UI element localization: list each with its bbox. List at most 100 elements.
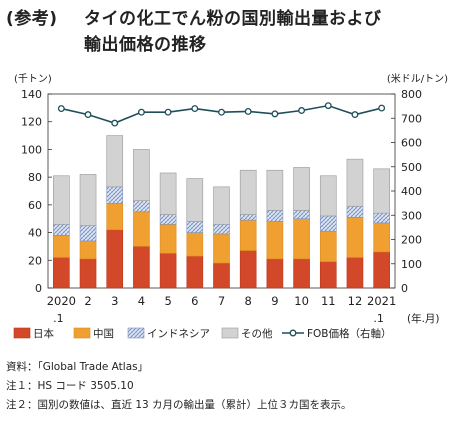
bar-segment-other bbox=[53, 175, 70, 225]
bar-segment-other bbox=[133, 149, 150, 202]
bar-segment-japan bbox=[79, 258, 97, 289]
bar-segment-china bbox=[159, 223, 177, 254]
bar-segment-indonesia bbox=[266, 210, 284, 222]
bar-segment-japan bbox=[239, 250, 257, 289]
bar-segment-indonesia bbox=[159, 214, 177, 225]
fob-price-point bbox=[191, 105, 199, 112]
x-tick-label: 11 bbox=[321, 294, 336, 308]
bar-segment-china bbox=[373, 222, 390, 253]
bar-segment-japan bbox=[373, 251, 390, 289]
x-tick-label: 12 bbox=[348, 294, 363, 308]
bar-segment-other bbox=[79, 174, 97, 226]
y2-tick-label: 100 bbox=[401, 258, 422, 271]
bar-segment-indonesia bbox=[373, 212, 390, 224]
bar-segment-other bbox=[319, 175, 337, 217]
note-1: 注１：HS コード 3505.10 bbox=[6, 380, 134, 392]
x-tick-label: 2 bbox=[84, 294, 91, 308]
bar-segment-other bbox=[373, 168, 390, 214]
y-tick-label: 20 bbox=[28, 254, 42, 267]
y2-tick-label: 400 bbox=[401, 185, 422, 198]
bar-segment-other bbox=[239, 169, 257, 215]
x-tick-label: 9 bbox=[271, 294, 278, 308]
x-tick-label: 7 bbox=[218, 294, 225, 308]
x-tick-label: 8 bbox=[245, 294, 252, 308]
fob-price-point bbox=[84, 111, 92, 119]
fob-price-point bbox=[244, 108, 252, 115]
y2-tick-label: 0 bbox=[401, 282, 408, 295]
bar-segment-indonesia bbox=[133, 200, 150, 213]
fob-price-point bbox=[378, 104, 386, 112]
fob-price-point bbox=[271, 110, 279, 118]
bar-segment-other bbox=[213, 186, 230, 225]
bar-segment-china bbox=[239, 219, 257, 251]
bar-segment-japan bbox=[213, 262, 230, 289]
x-tick-label: 10 bbox=[294, 294, 309, 308]
legend-other-swatch bbox=[221, 327, 239, 339]
fob-price-point bbox=[137, 108, 145, 116]
title-line-1: タイの化工でん粉の国別輸出量および bbox=[84, 9, 382, 29]
x-axis-unit: (年.月) bbox=[407, 312, 440, 325]
bar-segment-japan bbox=[53, 257, 70, 289]
bar-segment-china bbox=[266, 221, 284, 260]
source-note: 資料：「Global Trade Atlas」 bbox=[6, 361, 149, 373]
bar-segment-japan bbox=[319, 261, 337, 289]
fob-price-point bbox=[164, 108, 172, 116]
note-2: 注２：国別の数値は、直近 13 カ月の輸出量（累計）上位３カ国を表示。 bbox=[6, 399, 352, 411]
bar-segment-other bbox=[346, 158, 364, 207]
y2-tick-label: 800 bbox=[401, 88, 422, 101]
y2-tick-label: 200 bbox=[401, 234, 422, 247]
legend-china-swatch bbox=[73, 327, 91, 339]
legend-japan-swatch bbox=[13, 327, 31, 339]
bar-segment-japan bbox=[159, 253, 177, 289]
y-tick-label: 100 bbox=[21, 143, 42, 156]
y-tick-label: 80 bbox=[28, 171, 42, 184]
bar-segment-china bbox=[346, 217, 364, 258]
bar-segment-china bbox=[79, 240, 97, 260]
bar-segment-indonesia bbox=[79, 225, 97, 242]
y2-tick-label: 600 bbox=[401, 137, 422, 150]
chart-title: (参考) タイの化工でん粉の国別輸出量および 輸出価格の推移 bbox=[6, 6, 382, 58]
bar-segment-japan bbox=[133, 246, 150, 289]
bar-segment-indonesia bbox=[239, 214, 257, 221]
bar-segment-indonesia bbox=[106, 186, 124, 204]
x-tick-label: 5 bbox=[164, 294, 171, 308]
bar-segment-china bbox=[213, 233, 230, 264]
y2-axis-label: (米ドル/トン) bbox=[387, 72, 448, 85]
chart-svg: 0 20 40 60 80 100 120 140 0 100 200 300 400 500 600 700… bbox=[13, 72, 448, 340]
y-axis-label: (千トン) bbox=[14, 73, 52, 85]
footnotes: 資料：「Global Trade Atlas」 注１：HS コード 3505.1… bbox=[6, 358, 352, 415]
fob-price-point bbox=[218, 108, 225, 116]
bar-segment-other bbox=[266, 169, 284, 211]
legend-china-label: 中国 bbox=[93, 327, 114, 340]
bar-segment-china bbox=[319, 230, 337, 262]
legend-indonesia-swatch bbox=[127, 327, 145, 339]
bar-segment-china bbox=[106, 203, 124, 231]
x-tick-label-sub: .1 bbox=[373, 312, 384, 325]
fob-price-point bbox=[111, 119, 119, 127]
bar-segment-indonesia bbox=[213, 223, 230, 235]
x-tick-label: 3 bbox=[111, 294, 118, 308]
y2-tick-label: 700 bbox=[401, 112, 422, 125]
y-tick-label: 120 bbox=[21, 116, 42, 129]
bar-segment-china bbox=[133, 211, 150, 247]
bar-segment-indonesia bbox=[53, 223, 70, 236]
x-tick-label: 2021 bbox=[367, 294, 396, 308]
fob-price-point bbox=[324, 102, 332, 110]
bar-segment-indonesia bbox=[319, 215, 337, 232]
bar-segment-japan bbox=[186, 255, 204, 289]
y-tick-label: 140 bbox=[21, 88, 42, 101]
legend-japan-label: 日本 bbox=[33, 327, 54, 340]
bar-segment-other bbox=[159, 172, 177, 215]
y-tick-label: 40 bbox=[28, 227, 42, 240]
legend-other-label: その他 bbox=[241, 327, 273, 340]
bar-segment-japan bbox=[346, 257, 364, 289]
legend-fob-price-marker bbox=[289, 329, 297, 337]
fob-price-point bbox=[351, 111, 359, 119]
title-line-2: 輸出価格の推移 bbox=[84, 35, 207, 55]
y2-tick-label: 500 bbox=[401, 161, 422, 174]
legend-indonesia-label: インドネシア bbox=[147, 328, 210, 340]
bar-segment-indonesia bbox=[346, 205, 364, 218]
y2-tick-label: 300 bbox=[401, 209, 422, 222]
x-tick-label: 4 bbox=[138, 294, 145, 308]
fob-price-point bbox=[57, 105, 65, 112]
